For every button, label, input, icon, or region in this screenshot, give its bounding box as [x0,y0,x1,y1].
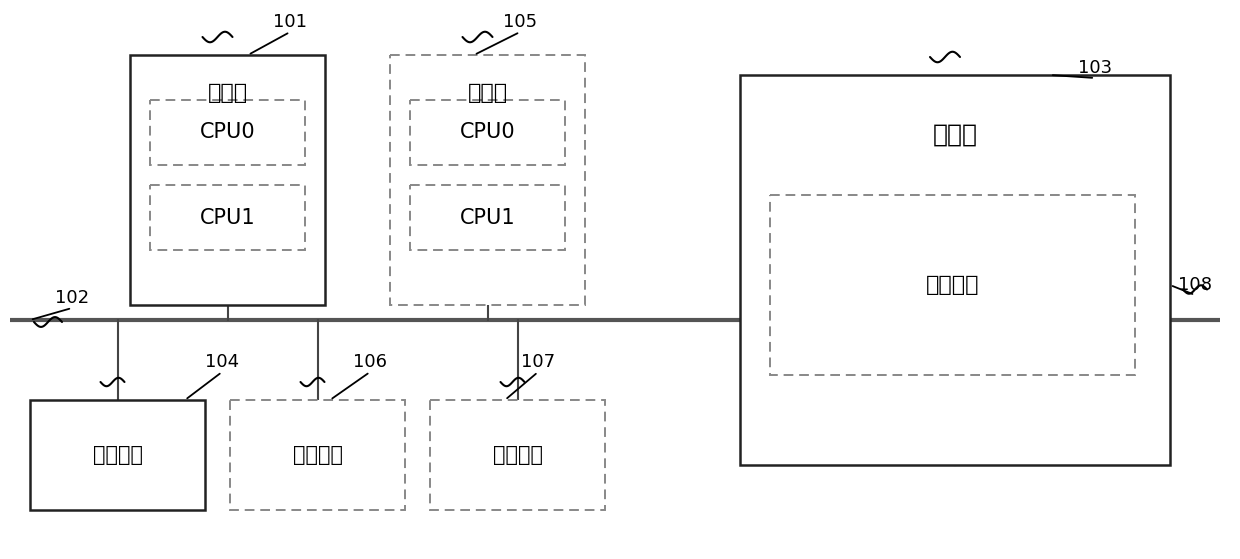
Text: 107: 107 [521,353,556,371]
Text: 101: 101 [273,13,308,31]
Text: 输入设备: 输入设备 [492,445,543,465]
Text: 106: 106 [353,353,387,371]
Bar [391,55,585,305]
Text: CPU0: CPU0 [200,122,255,143]
Bar [150,185,305,250]
Text: 104: 104 [205,353,239,371]
Bar [410,100,565,165]
Bar [130,55,325,305]
Bar [150,100,305,165]
Text: 程序代码: 程序代码 [926,275,980,295]
Text: 存储器: 存储器 [932,123,977,147]
Bar [770,195,1135,375]
Text: 108: 108 [1178,276,1211,294]
Bar [410,185,565,250]
Text: 102: 102 [55,289,89,307]
Bar [430,400,605,510]
Text: CPU0: CPU0 [460,122,516,143]
Bar [30,400,205,510]
Text: 输出设备: 输出设备 [293,445,342,465]
Text: 105: 105 [503,13,537,31]
Text: 通信接口: 通信接口 [93,445,143,465]
Text: 处理器: 处理器 [207,83,248,103]
Text: CPU1: CPU1 [200,207,255,228]
Bar [229,400,405,510]
Bar [740,75,1171,465]
Text: 处理器: 处理器 [467,83,507,103]
Text: CPU1: CPU1 [460,207,516,228]
Text: 103: 103 [1078,59,1112,77]
